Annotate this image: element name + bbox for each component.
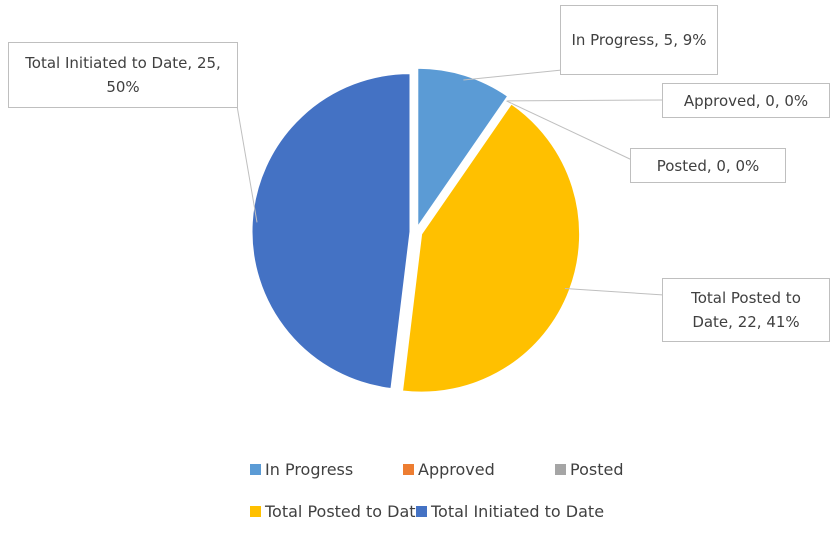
legend-swatch xyxy=(403,464,414,475)
legend-entry: Approved xyxy=(403,460,495,479)
data-label: Total Posted to Date, 22, 41% xyxy=(662,278,830,342)
data-label: Total Initiated to Date, 25, 50% xyxy=(8,42,238,108)
legend-label: Approved xyxy=(418,460,495,479)
leader-line xyxy=(235,99,258,223)
legend-entry: Posted xyxy=(555,460,623,479)
legend-swatch xyxy=(250,506,261,517)
legend-swatch xyxy=(416,506,427,517)
leader-line xyxy=(564,287,665,296)
legend-swatch xyxy=(555,464,566,475)
legend-entry: In Progress xyxy=(250,460,353,479)
leader-line xyxy=(506,100,633,161)
pie-slice xyxy=(402,103,581,393)
leader-line xyxy=(463,69,563,81)
legend-label: Total Posted to Date xyxy=(265,502,426,521)
legend-label: In Progress xyxy=(265,460,354,479)
legend-swatch xyxy=(250,464,261,475)
legend-label: Posted xyxy=(570,460,624,479)
legend-entry: Total Initiated to Date xyxy=(416,502,604,521)
leader-line xyxy=(506,99,665,102)
pie-slice xyxy=(251,73,411,390)
data-label: Posted, 0, 0% xyxy=(630,148,786,183)
data-label: Approved, 0, 0% xyxy=(662,83,830,118)
legend-label: Total Initiated to Date xyxy=(431,502,605,521)
legend-entry: Total Posted to Date xyxy=(250,502,425,521)
pie-slice xyxy=(417,67,509,228)
data-label: In Progress, 5, 9% xyxy=(560,5,718,75)
